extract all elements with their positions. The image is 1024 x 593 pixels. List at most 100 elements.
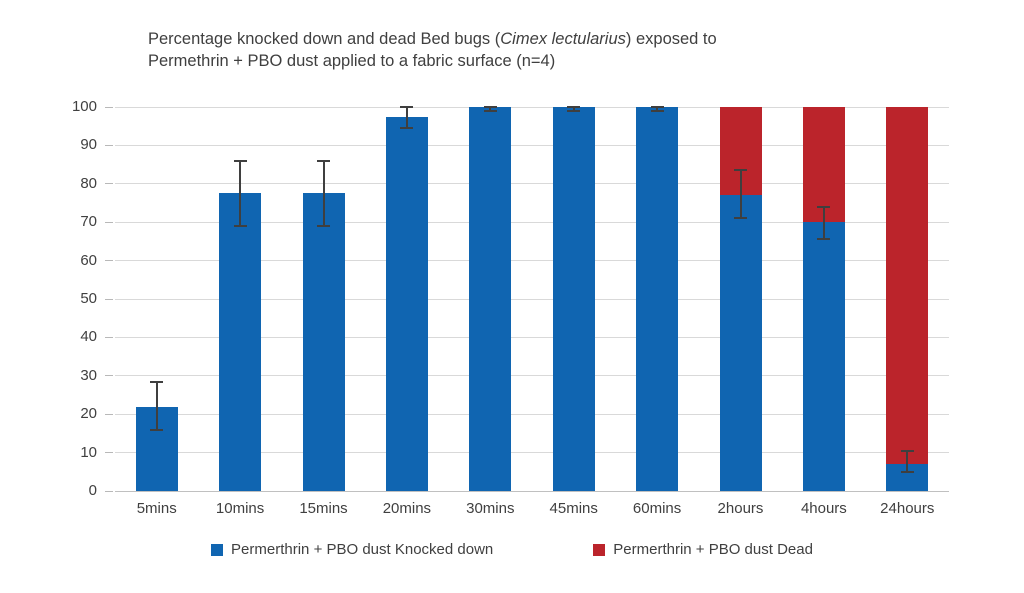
gridline bbox=[115, 221, 949, 223]
y-axis-tick bbox=[105, 375, 113, 377]
error-bar bbox=[489, 107, 492, 111]
error-bar bbox=[405, 107, 408, 129]
error-bar-cap-top bbox=[650, 106, 664, 108]
legend-item: Permerthrin + PBO dust Knocked down bbox=[211, 541, 493, 558]
error-bar-cap-bottom bbox=[817, 238, 831, 241]
error-bar-cap-bottom bbox=[900, 470, 914, 473]
error-bar bbox=[155, 381, 158, 430]
x-axis: 5mins 10mins 15mins 20mins 30mins 45mins 60min… bbox=[115, 500, 949, 522]
chart-title-text-suffix: ) exposed to bbox=[625, 30, 717, 48]
gridline bbox=[115, 375, 949, 377]
x-axis-label: 45mins bbox=[549, 500, 598, 517]
error-bar bbox=[822, 206, 825, 240]
bar-dead bbox=[886, 107, 929, 465]
y-axis-tick bbox=[105, 298, 113, 300]
error-bar bbox=[322, 160, 325, 227]
legend-item: Permerthrin + PBO dust Dead bbox=[593, 541, 813, 558]
gridline bbox=[115, 298, 949, 300]
y-axis-tick bbox=[105, 413, 113, 415]
error-bar-cap-bottom bbox=[150, 428, 164, 431]
legend-swatch-icon bbox=[211, 543, 224, 556]
plot-area bbox=[115, 106, 949, 492]
x-axis-label: 2hours bbox=[717, 500, 764, 517]
y-axis-tick bbox=[105, 106, 113, 108]
bar-knocked-down bbox=[719, 195, 762, 491]
bar-knocked-down bbox=[552, 107, 595, 491]
gridline bbox=[115, 260, 949, 262]
error-bar-cap-bottom bbox=[650, 109, 664, 112]
chart-title-species-italic: Cimex lectularius bbox=[500, 30, 626, 48]
error-bar-cap-top bbox=[734, 169, 747, 172]
chart-title: Percentage knocked down and dead Bed bug… bbox=[148, 28, 848, 72]
error-bar-cap-bottom bbox=[567, 109, 581, 112]
y-axis-label: 10 bbox=[80, 443, 97, 461]
x-axis-label: 10mins bbox=[215, 500, 265, 517]
chart-title-text: Percentage knocked down and dead Bed bug… bbox=[148, 30, 501, 48]
bar-dead bbox=[802, 107, 845, 223]
error-bar-cap-bottom bbox=[400, 127, 414, 130]
y-axis-label: 30 bbox=[80, 366, 97, 384]
y-axis-label: 40 bbox=[80, 328, 97, 346]
error-bar-cap-top bbox=[233, 159, 247, 162]
error-bar-cap-top bbox=[900, 449, 914, 452]
y-axis-label: 90 bbox=[80, 136, 97, 154]
x-axis-label: 15mins bbox=[299, 500, 348, 517]
gridline bbox=[115, 452, 949, 454]
error-bar-cap-bottom bbox=[233, 225, 247, 228]
y-axis-label: 0 bbox=[88, 482, 97, 499]
error-bar bbox=[572, 107, 575, 111]
bar-knocked-down bbox=[302, 193, 345, 491]
y-axis-tick bbox=[105, 452, 113, 454]
error-bar bbox=[906, 450, 909, 472]
x-axis-label: 20mins bbox=[382, 500, 432, 517]
legend: Permerthrin + PBO dust Knocked down Perme… bbox=[0, 541, 1024, 558]
error-bar-cap-top bbox=[150, 380, 164, 383]
error-bar-cap-top bbox=[817, 205, 831, 208]
y-axis-tick bbox=[105, 336, 113, 338]
y-axis-label: 70 bbox=[80, 213, 97, 231]
legend-label: Permerthrin + PBO dust Knocked down bbox=[231, 541, 494, 558]
x-axis-label: 4hours bbox=[800, 500, 847, 517]
gridline bbox=[115, 413, 949, 415]
y-axis-tick bbox=[105, 260, 113, 262]
y-axis-tick bbox=[105, 144, 113, 146]
chart-title-line1: Percentage knocked down and dead Bed bug… bbox=[148, 28, 848, 50]
gridline bbox=[115, 144, 949, 146]
bar-knocked-down bbox=[802, 222, 845, 491]
gridline bbox=[115, 183, 949, 185]
gridline bbox=[115, 106, 949, 108]
y-axis-label: 100 bbox=[71, 98, 97, 115]
error-bar-cap-top bbox=[567, 106, 581, 108]
x-axis-label: 24hours bbox=[880, 500, 935, 517]
error-bar-cap-top bbox=[483, 106, 497, 108]
chart-title-line2: Permethrin + PBO dust applied to a fabri… bbox=[148, 52, 556, 70]
error-bar-cap-top bbox=[317, 159, 330, 162]
legend-label: Permerthrin + PBO dust Dead bbox=[613, 541, 813, 558]
y-axis-tick bbox=[105, 183, 113, 185]
error-bar-cap-top bbox=[400, 106, 414, 108]
bar-knocked-down bbox=[469, 107, 512, 491]
bar-knocked-down bbox=[219, 193, 262, 491]
y-axis-label: 80 bbox=[80, 174, 97, 192]
error-bar-cap-bottom bbox=[483, 109, 497, 112]
bar-knocked-down bbox=[636, 107, 679, 491]
error-bar-cap-bottom bbox=[317, 225, 330, 228]
y-axis-label: 20 bbox=[80, 405, 97, 423]
error-bar bbox=[239, 160, 242, 227]
gridline bbox=[115, 336, 949, 338]
error-bar bbox=[739, 170, 742, 219]
y-axis-label: 50 bbox=[80, 290, 97, 307]
y-axis: 0 10 20 30 40 50 60 70 80 90 100 bbox=[0, 98, 115, 499]
error-bar-cap-bottom bbox=[734, 217, 747, 220]
error-bar bbox=[656, 107, 659, 111]
bar-knocked-down bbox=[385, 116, 428, 491]
x-axis-label: 60mins bbox=[632, 500, 682, 517]
legend-swatch-icon bbox=[593, 543, 606, 556]
x-axis-label: 5mins bbox=[136, 500, 177, 517]
y-axis-tick bbox=[105, 221, 113, 223]
y-axis-label: 60 bbox=[80, 251, 97, 269]
y-axis-tick bbox=[105, 490, 113, 492]
x-axis-line bbox=[115, 490, 949, 492]
x-axis-label: 30mins bbox=[466, 500, 515, 517]
